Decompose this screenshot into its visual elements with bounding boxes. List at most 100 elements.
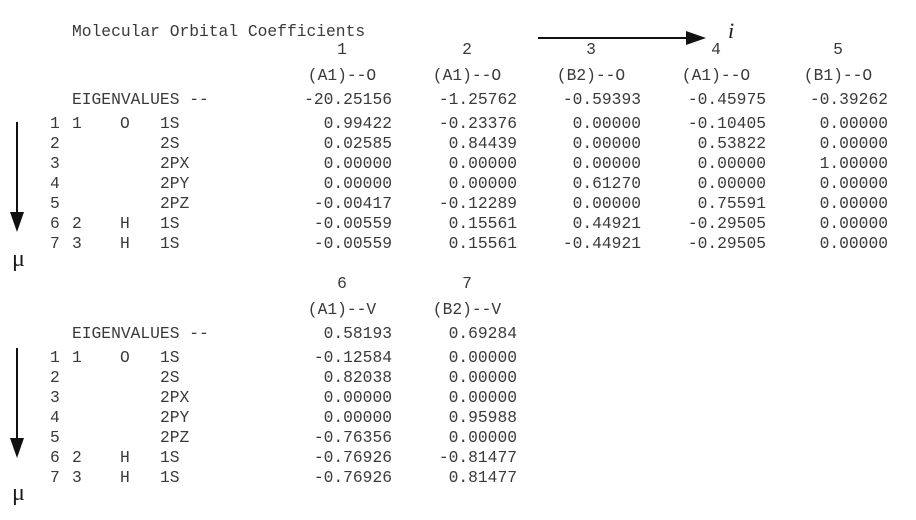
coefficient-cell: 0.00000 [448, 348, 517, 367]
coefficient-cell: 0.75591 [697, 194, 766, 213]
coefficient-cell: 0.00000 [323, 174, 392, 193]
orbital-symmetry: (A1)--O [681, 66, 751, 85]
orbital-number: 6 [337, 274, 347, 293]
coefficient-cell: -0.76926 [313, 448, 392, 467]
eigenvalue: -0.39262 [809, 90, 888, 109]
basis-function-index: 6 [50, 214, 60, 233]
basis-function-index: 7 [50, 468, 60, 487]
atom-index: 3 [72, 468, 82, 487]
coefficient-cell: -0.12289 [438, 194, 517, 213]
coefficient-cell: 0.00000 [819, 214, 888, 233]
atomic-orbital-label: 2PZ [160, 194, 190, 213]
coefficient-cell: 0.00000 [572, 114, 641, 133]
coefficient-cell: 0.00000 [448, 388, 517, 407]
orbital-symmetry: (B2)--V [432, 300, 502, 319]
basis-function-index: 5 [50, 428, 60, 447]
coefficient-cell: 0.81477 [448, 468, 517, 487]
atomic-orbital-label: 1S [160, 114, 180, 133]
page-title: Molecular Orbital Coefficients [72, 22, 366, 41]
coefficient-cell: 0.00000 [819, 234, 888, 253]
eigenvalue: -1.25762 [438, 90, 517, 109]
coefficient-cell: -0.44921 [562, 234, 641, 253]
coefficient-cell: 1.00000 [819, 154, 888, 173]
eigenvalue: -20.25156 [304, 90, 392, 109]
atomic-orbital-label: 1S [160, 468, 180, 487]
basis-function-index: 5 [50, 194, 60, 213]
coefficient-cell: 0.00000 [819, 194, 888, 213]
eigenvalues-label: EIGENVALUES -- [72, 90, 209, 109]
coefficient-cell: -0.12584 [313, 348, 392, 367]
orbital-number: 3 [586, 40, 596, 59]
atom-index: 1 [72, 114, 82, 133]
orbital-symmetry: (B1)--O [803, 66, 873, 85]
basis-function-index: 4 [50, 408, 60, 427]
basis-function-index: 7 [50, 234, 60, 253]
atomic-orbital-label: 2PX [160, 154, 190, 173]
orbital-number: 4 [711, 40, 721, 59]
coefficient-cell: -0.00559 [313, 214, 392, 233]
eigenvalue: 0.69284 [448, 324, 517, 343]
orbital-symmetry: (A1)--O [307, 66, 377, 85]
atom-label: O [120, 114, 130, 133]
coefficient-cell: -0.76926 [313, 468, 392, 487]
atom-label: H [120, 234, 130, 253]
orbital-number: 2 [462, 40, 472, 59]
coefficient-cell: 0.00000 [572, 154, 641, 173]
coefficient-cell: 0.95988 [448, 408, 517, 427]
basis-arrow-icon-1 [10, 122, 24, 232]
coefficient-cell: -0.29505 [687, 234, 766, 253]
orbital-index-label: i [728, 18, 735, 43]
atomic-orbital-label: 2PZ [160, 428, 190, 447]
coefficient-cell: -0.76356 [313, 428, 392, 447]
orbital-symmetry: (A1)--O [432, 66, 502, 85]
coefficient-cell: 0.02585 [323, 134, 392, 153]
basis-function-index: 1 [50, 114, 60, 133]
coefficient-cell: -0.00417 [313, 194, 392, 213]
basis-function-index: 2 [50, 368, 60, 387]
atomic-orbital-label: 1S [160, 348, 180, 367]
coefficient-cell: -0.29505 [687, 214, 766, 233]
orbital-number: 5 [833, 40, 843, 59]
basis-arrow-icon-2 [10, 348, 24, 458]
basis-function-index: 4 [50, 174, 60, 193]
atomic-orbital-label: 1S [160, 214, 180, 233]
coefficient-cell: 0.82038 [323, 368, 392, 387]
coefficient-cell: -0.23376 [438, 114, 517, 133]
coefficient-cell: 0.00000 [697, 154, 766, 173]
coefficient-cell: 0.99422 [323, 114, 392, 133]
atom-index: 1 [72, 348, 82, 367]
atomic-orbital-label: 1S [160, 234, 180, 253]
coefficient-cell: -0.00559 [313, 234, 392, 253]
atomic-orbital-label: 1S [160, 448, 180, 467]
atom-label: H [120, 468, 130, 487]
orbital-number: 7 [462, 274, 472, 293]
coefficient-cell: 0.84439 [448, 134, 517, 153]
coefficient-cell: 0.00000 [323, 154, 392, 173]
coefficient-cell: 0.00000 [572, 134, 641, 153]
coefficient-cell: 0.44921 [572, 214, 641, 233]
eigenvalue: -0.59393 [562, 90, 641, 109]
coefficient-cell: 0.00000 [323, 388, 392, 407]
coefficient-cell: 0.00000 [819, 134, 888, 153]
coefficient-cell: 0.53822 [697, 134, 766, 153]
atomic-orbital-label: 2PY [160, 174, 190, 193]
basis-function-index: 3 [50, 154, 60, 173]
orbital-symmetry: (A1)--V [307, 300, 377, 319]
coefficient-cell: 0.00000 [448, 154, 517, 173]
eigenvalue: 0.58193 [323, 324, 392, 343]
basis-index-label-1: μ [12, 246, 25, 272]
atom-label: H [120, 448, 130, 467]
coefficient-cell: 0.00000 [448, 174, 517, 193]
orbital-number: 1 [337, 40, 347, 59]
coefficient-cell: 0.15561 [448, 214, 517, 233]
eigenvalue: -0.45975 [687, 90, 766, 109]
coefficient-cell: 0.00000 [819, 114, 888, 133]
atomic-orbital-label: 2PY [160, 408, 190, 427]
coefficient-cell: 0.00000 [572, 194, 641, 213]
coefficient-cell: 0.00000 [448, 428, 517, 447]
coefficient-cell: 0.00000 [448, 368, 517, 387]
atom-index: 3 [72, 234, 82, 253]
eigenvalues-label: EIGENVALUES -- [72, 324, 209, 343]
atom-index: 2 [72, 448, 82, 467]
